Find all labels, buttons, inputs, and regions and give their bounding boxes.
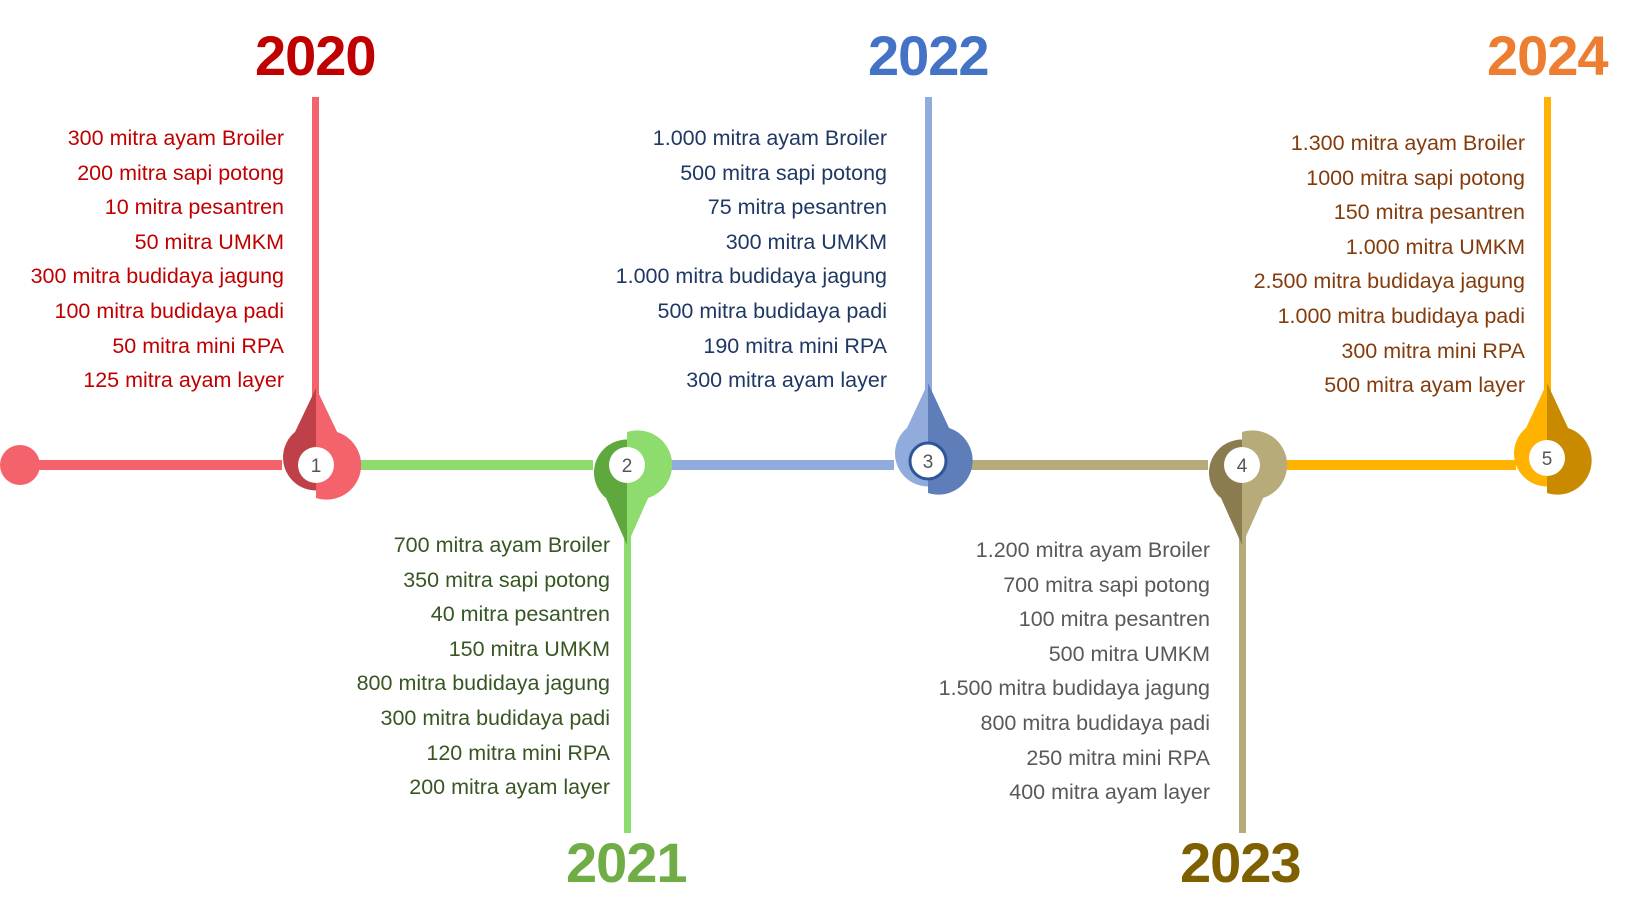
list-item: 1000 mitra sapi potong <box>1306 165 1525 190</box>
milestone-number-2: 2 <box>622 456 633 477</box>
list-item: 700 mitra sapi potong <box>1003 572 1210 597</box>
list-item: 200 mitra ayam layer <box>409 775 610 800</box>
list-item: 100 mitra budidaya padi <box>54 298 285 323</box>
list-item: 120 mitra mini RPA <box>426 740 610 765</box>
list-item: 300 mitra UMKM <box>725 229 887 254</box>
list-item: 150 mitra UMKM <box>448 636 610 661</box>
timeline-segment-4 <box>970 460 1208 470</box>
milestone-items-2022: 1.000 mitra ayam Broiler 500 mitra sapi … <box>527 121 887 398</box>
list-item: 1.200 mitra ayam Broiler <box>975 538 1210 562</box>
list-item: 300 mitra ayam layer <box>686 368 887 393</box>
milestone-items-2024: 1.300 mitra ayam Broiler 1000 mitra sapi… <box>1165 126 1525 403</box>
list-item: 400 mitra ayam layer <box>1009 780 1210 805</box>
list-item: 100 mitra pesantren <box>1018 607 1210 632</box>
milestone-items-2023: 1.200 mitra ayam Broiler 700 mitra sapi … <box>850 533 1210 810</box>
year-label-2023: 2023 <box>1180 831 1302 894</box>
list-item: 200 mitra sapi potong <box>77 160 284 185</box>
milestone-number-5: 5 <box>1542 449 1553 470</box>
list-item: 1.500 mitra budidaya jagung <box>938 676 1210 701</box>
list-item: 800 mitra budidaya jagung <box>356 671 610 696</box>
list-item: 40 mitra pesantren <box>430 602 610 627</box>
list-item: 350 mitra sapi potong <box>403 567 610 592</box>
list-item: 500 mitra budidaya padi <box>657 298 888 323</box>
milestone-number-4: 4 <box>1237 456 1248 477</box>
list-item: 300 mitra ayam Broiler <box>67 126 284 150</box>
timeline-segment-1 <box>20 460 282 470</box>
list-item: 300 mitra budidaya padi <box>380 705 611 730</box>
timeline-segment-5 <box>1280 460 1516 470</box>
milestone-node-5: 5 <box>1514 97 1592 495</box>
milestone-node-3: 3 <box>895 97 973 495</box>
list-item: 2.500 mitra budidaya jagung <box>1253 269 1525 294</box>
list-item: 125 mitra ayam layer <box>83 368 284 393</box>
list-item: 500 mitra UMKM <box>1048 641 1210 666</box>
milestone-node-1: 1 <box>283 97 362 500</box>
year-label-2024: 2024 <box>1487 24 1609 87</box>
list-item: 50 mitra mini RPA <box>112 333 284 358</box>
list-item: 75 mitra pesantren <box>707 195 887 220</box>
milestone-number-3: 3 <box>923 452 934 473</box>
list-item: 1.000 mitra UMKM <box>1345 234 1525 259</box>
year-label-2022: 2022 <box>868 24 990 87</box>
list-item: 50 mitra UMKM <box>134 229 284 254</box>
list-item: 300 mitra budidaya jagung <box>30 264 284 289</box>
year-label-2021: 2021 <box>566 831 688 894</box>
list-item: 300 mitra mini RPA <box>1341 338 1525 363</box>
milestone-items-2021: 700 mitra ayam Broiler 350 mitra sapi po… <box>250 528 610 805</box>
milestone-number-1: 1 <box>311 456 322 477</box>
list-item: 250 mitra mini RPA <box>1026 745 1210 770</box>
list-item: 700 mitra ayam Broiler <box>393 533 610 557</box>
list-item: 1.300 mitra ayam Broiler <box>1290 131 1525 155</box>
list-item: 190 mitra mini RPA <box>703 333 887 358</box>
list-item: 1.000 mitra ayam Broiler <box>652 126 887 150</box>
year-label-2020: 2020 <box>255 24 377 87</box>
list-item: 800 mitra budidaya padi <box>980 710 1211 735</box>
milestone-node-2: 2 <box>594 430 673 833</box>
list-item: 10 mitra pesantren <box>104 195 284 220</box>
milestone-node-4: 4 <box>1209 430 1288 833</box>
list-item: 500 mitra ayam layer <box>1324 373 1525 398</box>
list-item: 1.000 mitra budidaya jagung <box>615 264 887 289</box>
timeline-segment-2 <box>355 460 593 470</box>
timeline-segment-3 <box>664 460 894 470</box>
milestone-items-2020: 300 mitra ayam Broiler 200 mitra sapi po… <box>0 121 284 398</box>
list-item: 1.000 mitra budidaya padi <box>1277 303 1525 328</box>
list-item: 150 mitra pesantren <box>1333 200 1525 225</box>
list-item: 500 mitra sapi potong <box>680 160 887 185</box>
